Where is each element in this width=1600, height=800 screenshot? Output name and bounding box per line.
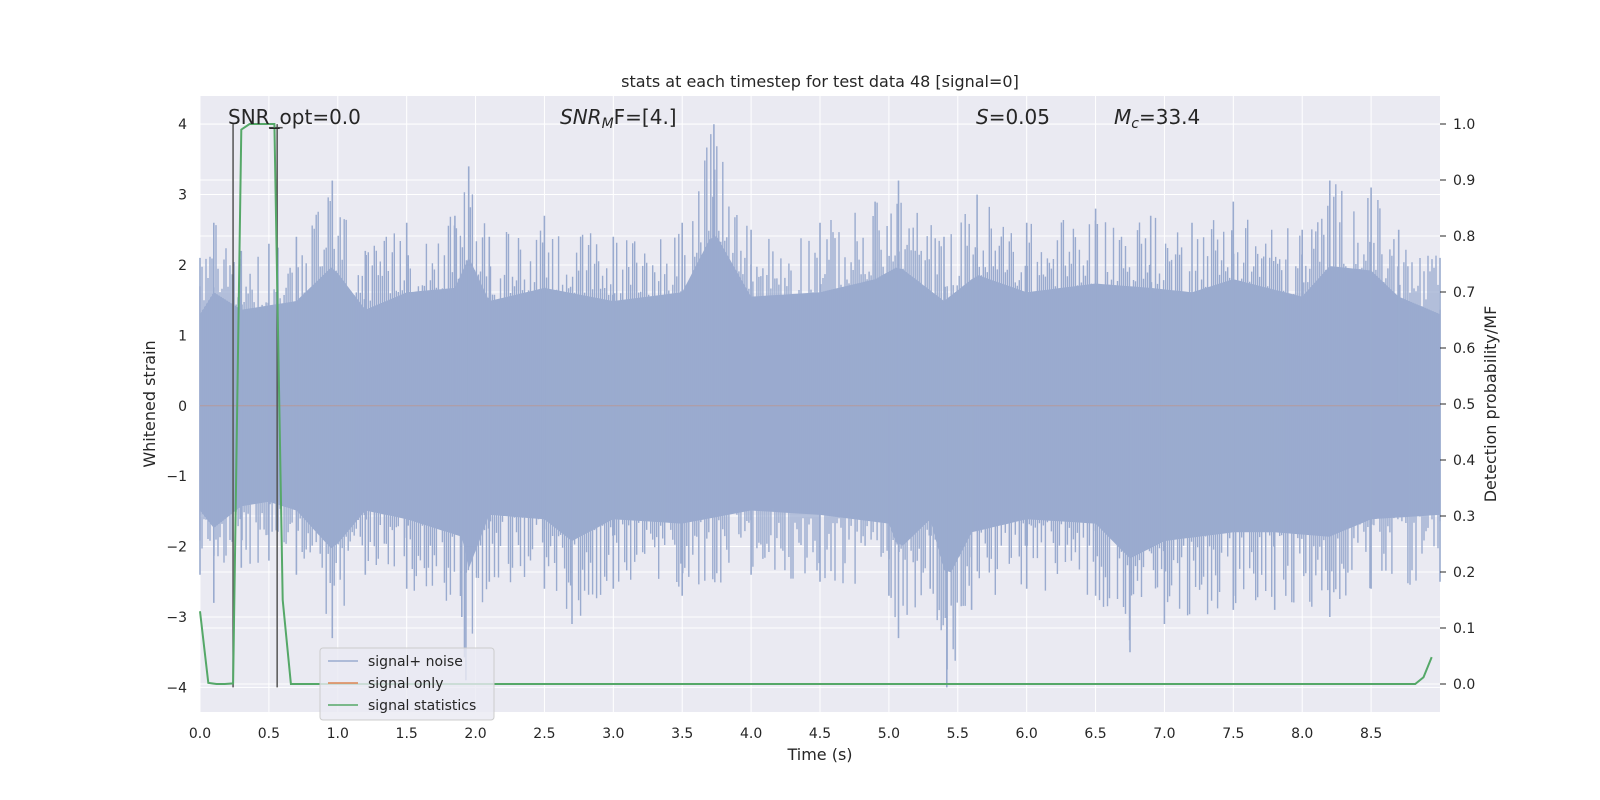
x-tick-label: 5.0 [878, 726, 900, 742]
y-right-tick-labels: 1.0 0.9 0.8 0.7 0.6 0.5 0.4 0.3 0.2 0.1 0.0 [1440, 117, 1475, 693]
x-tick-labels: 0.0 0.5 1.0 1.5 2.0 2.5 3.0 3.5 4.0 4.5 5.0 5.5 6.0 6… [189, 726, 1382, 742]
x-tick-label: 0.0 [189, 726, 211, 742]
y-right-tick-label: 0.8 [1453, 229, 1475, 245]
annotation-mc-value: =33.4 [1139, 105, 1200, 129]
marker-lines [232, 124, 283, 688]
annotation-snr-mf: SNRMF=[4.] [560, 105, 677, 132]
x-tick-label: 7.5 [1222, 726, 1244, 742]
annotation-s-symbol: S [976, 105, 989, 129]
y-left-tick-label: 2 [178, 258, 187, 274]
y-left-tick-label: 0 [178, 399, 187, 415]
y-right-tick-label: 0.2 [1453, 565, 1475, 581]
x-axis-label: Time (s) [786, 745, 852, 764]
x-tick-label: 8.0 [1291, 726, 1313, 742]
y-right-tick-label: 0.6 [1453, 341, 1475, 357]
x-tick-label: 1.5 [396, 726, 418, 742]
y-left-tick-label: 3 [178, 188, 187, 204]
x-tick-label: 6.5 [1084, 726, 1106, 742]
annotation-snr-mf-symbol: SNR [560, 105, 602, 129]
x-tick-label: 2.5 [533, 726, 555, 742]
annotation-snr-mf-subscript: M [602, 116, 614, 132]
y-left-tick-label: −2 [166, 540, 187, 556]
signal-statistics-series [199, 123, 1433, 685]
y-left-tick-label: −3 [166, 610, 187, 626]
x-tick-label: 0.5 [258, 726, 280, 742]
x-tick-label: 4.0 [740, 726, 762, 742]
x-tick-label: 4.5 [809, 726, 831, 742]
y-right-tick-label: 0.4 [1453, 453, 1475, 469]
y-right-tick-label: 1.0 [1453, 117, 1475, 133]
y-right-axis-label: Detection probability/MF [1481, 306, 1500, 503]
annotation-s: S=0.05 [976, 105, 1050, 129]
x-tick-label: 1.0 [327, 726, 349, 742]
signal-noise-spikes [199, 124, 1441, 688]
annotation-snr-opt: SNR_opt=0.0 [228, 105, 361, 129]
signal-statistics-line [199, 123, 1433, 685]
x-tick-label: 2.0 [464, 726, 486, 742]
x-tick-label: 3.0 [602, 726, 624, 742]
y-right-tick-label: 0.7 [1453, 285, 1475, 301]
y-right-tick-label: 0.0 [1453, 677, 1475, 693]
x-tick-label: 7.0 [1153, 726, 1175, 742]
x-tick-label: 5.5 [947, 726, 969, 742]
legend-label-signal-statistics: signal statistics [368, 698, 476, 714]
y-right-tick-label: 0.5 [1453, 397, 1475, 413]
y-left-tick-labels: 4 3 2 1 0 −1 −2 −3 −4 [166, 117, 187, 696]
legend-box [319, 647, 495, 721]
y-left-tick-label: 1 [178, 328, 187, 344]
y-left-tick-label: 4 [178, 117, 187, 133]
legend-label-signal-only: signal only [368, 676, 443, 692]
y-left-tick-label: −1 [166, 469, 187, 485]
x-tick-label: 8.5 [1360, 726, 1382, 742]
x-tick-label: 3.5 [671, 726, 693, 742]
y-right-tick-label: 0.1 [1453, 621, 1475, 637]
annotation-mc-subscript: c [1131, 116, 1139, 132]
annotation-s-value: =0.05 [989, 105, 1050, 129]
annotation-mc-symbol: M [1114, 105, 1131, 129]
chart-title: stats at each timestep for test data 48 … [621, 72, 1019, 91]
legend-label-signal-noise: signal+ noise [368, 654, 463, 670]
annotation-snr-mf-value: F=[4.] [614, 105, 677, 129]
y-left-tick-label: −4 [166, 680, 187, 696]
annotation-mc: Mc=33.4 [1114, 105, 1200, 132]
y-right-tick-label: 0.3 [1453, 509, 1475, 525]
y-right-tick-label: 0.9 [1453, 173, 1475, 189]
y-left-axis-label: Whitened strain [140, 340, 159, 467]
legend: signal+ noise signal only signal statist… [319, 647, 495, 721]
x-tick-label: 6.0 [1016, 726, 1038, 742]
